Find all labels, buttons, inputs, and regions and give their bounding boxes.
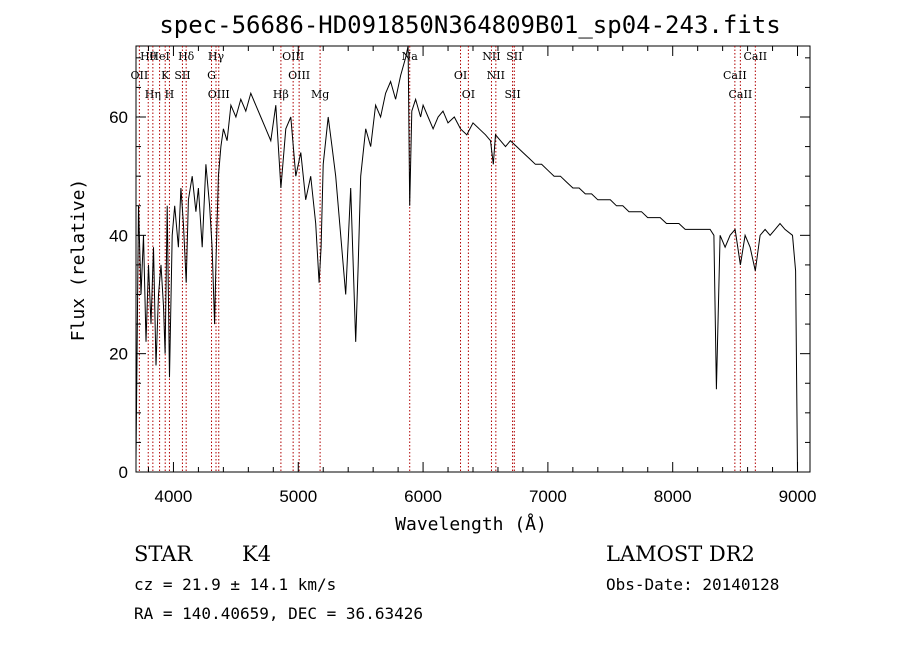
obs-date-text: Obs-Date: 20140128 [606, 575, 779, 594]
spectral-line-markers [138, 46, 756, 472]
line-label: CaII [743, 50, 767, 63]
line-label: Hγ [208, 50, 225, 63]
x-tick-label: 8000 [654, 487, 692, 506]
redshift-text: cz = 21.9 ± 14.1 km/s [134, 575, 336, 594]
line-label: NII [482, 50, 500, 63]
line-label: CaII [723, 69, 747, 82]
coordinates-text: RA = 140.40659, DEC = 36.63426 [134, 604, 423, 623]
line-label: OIII [288, 69, 310, 82]
line-label: HeI [149, 50, 169, 63]
line-label: H [165, 88, 175, 101]
line-label: SII [174, 69, 190, 82]
line-label: Hθ [140, 50, 157, 63]
object-subclass: K4 [242, 542, 271, 566]
y-tick-label: 20 [109, 345, 128, 364]
x-tick-label: 9000 [779, 487, 817, 506]
line-label: NII [487, 69, 505, 82]
spectrum-line [135, 45, 798, 473]
chart-title: spec-56686-HD091850N364809B01_sp04-243.f… [159, 11, 780, 39]
line-label: Hδ [178, 50, 195, 63]
line-label: CaII [729, 88, 753, 101]
y-tick-label: 0 [119, 463, 128, 482]
line-label: OIII [208, 88, 230, 101]
x-axis-label: Wavelength (Å) [395, 513, 547, 535]
x-tick-label: 4000 [155, 487, 193, 506]
spectral-line-labels: HθOIIHηHeIKHHδSIIOIIIHγGHβOIIIOIIIMgNaOI… [131, 50, 768, 101]
line-label: SII [506, 50, 522, 63]
plot-frame [135, 45, 811, 473]
line-label: K [161, 69, 170, 82]
y-axis-label: Flux (relative) [68, 179, 89, 342]
line-label: Hη [145, 88, 161, 101]
object-class: STAR [134, 542, 193, 566]
line-label: SII [504, 88, 520, 101]
y-axis-ticks: 0 20 40 60 [109, 57, 810, 482]
line-label: OI [462, 88, 475, 101]
line-label: OI [454, 69, 467, 82]
line-label: Mg [311, 88, 329, 101]
line-label: G [207, 69, 216, 82]
y-tick-label: 60 [109, 108, 128, 127]
x-tick-label: 7000 [529, 487, 567, 506]
x-axis-ticks: 4000 5000 6000 7000 8000 9000 [147, 46, 817, 506]
survey-name: LAMOST DR2 [606, 542, 755, 566]
line-label: Hβ [273, 88, 289, 101]
line-label: OIII [282, 50, 304, 63]
x-tick-label: 6000 [404, 487, 442, 506]
line-label: Na [402, 50, 419, 63]
x-tick-label: 5000 [279, 487, 317, 506]
line-label: OII [131, 69, 149, 82]
y-tick-label: 40 [109, 226, 128, 245]
